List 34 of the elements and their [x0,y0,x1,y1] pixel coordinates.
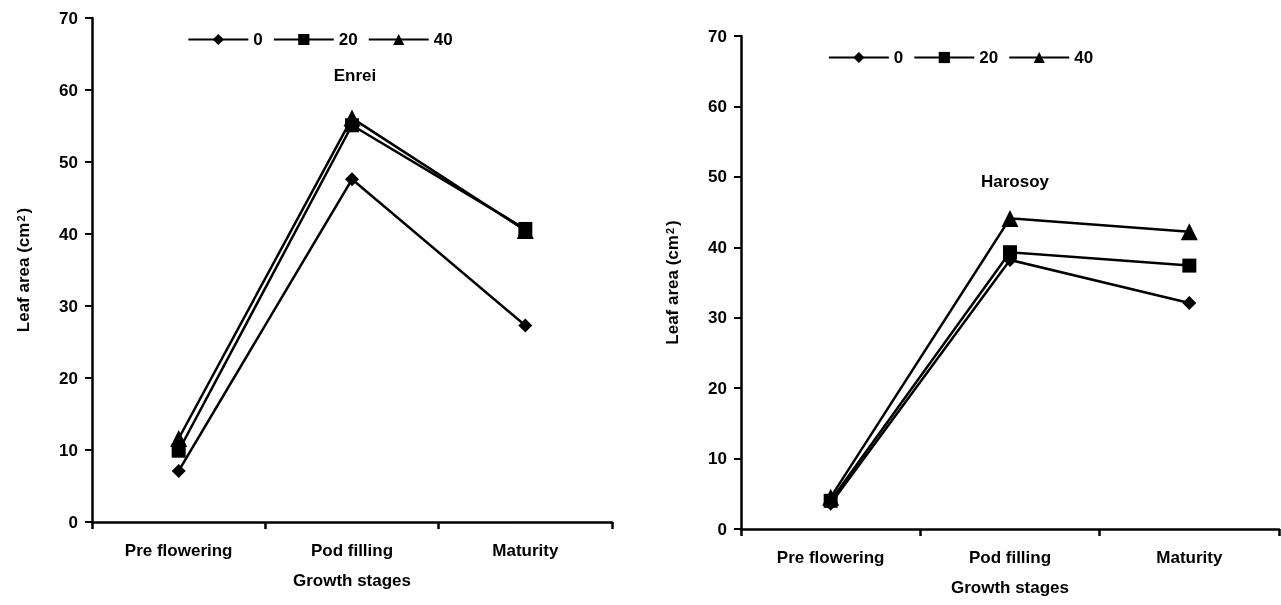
y-tick-label: 70 [708,26,727,46]
x-tick-label: Pre flowering [776,548,885,567]
y-tick-label: 10 [59,440,78,460]
x-tick-label: Maturity [1156,548,1223,567]
y-tick-label: 60 [708,96,727,116]
text: Enrei [333,66,377,85]
x-tick-label: Maturity [492,541,559,560]
y-tick-label: 10 [708,449,727,469]
y-tick-label: 20 [59,368,78,388]
y-tick-label: 70 [59,8,78,28]
x-tick-label: Pod filling [310,541,394,560]
y-tick-label: 0 [68,512,78,532]
legend-label: 40 [1074,48,1094,67]
y-tick-label: 60 [59,80,78,100]
legend-label: 0 [893,48,904,67]
x-tick-label: Pod filling [968,548,1052,567]
x-axis-title: Growth stages [292,571,412,590]
y-axis-title: Leaf area (cm2) [14,207,33,333]
y-tick-label: 30 [59,296,78,316]
y-tick-label: 50 [708,167,727,187]
x-axis-title: Growth stages [950,578,1070,597]
legend-label: 20 [979,48,999,67]
text: Harosoy [980,172,1050,191]
x-tick-label: Pre flowering [124,541,233,560]
y-tick-label: 40 [708,237,727,257]
legend-label: 0 [253,30,263,49]
y-tick-label: 30 [708,308,727,328]
y-tick-label: 0 [717,519,727,539]
y-tick-label: 50 [59,152,78,172]
y-tick-label: 20 [708,378,727,398]
y-tick-label: 40 [59,224,78,244]
legend-label: 40 [433,30,453,49]
legend-label: 20 [338,30,358,49]
y-axis-title: Leaf area (cm2) [663,220,682,345]
